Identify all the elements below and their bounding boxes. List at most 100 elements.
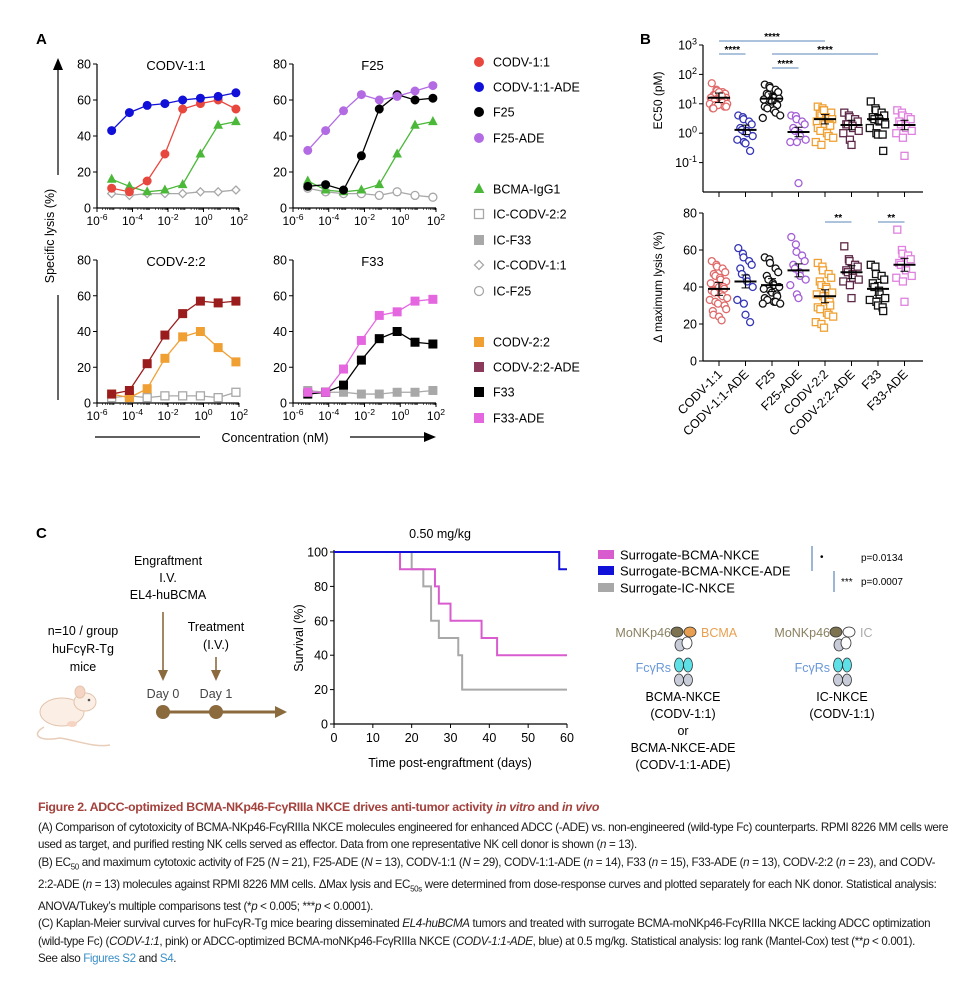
series-bcma-igg1 — [302, 116, 438, 196]
group-codv-2-2-ade — [839, 242, 863, 303]
caption-text: and — [135, 952, 160, 966]
y-tick-label: 20 — [314, 683, 328, 697]
construct-label: IC-NKCE — [816, 690, 867, 704]
data-point — [878, 130, 887, 139]
y-tick-label: 40 — [77, 130, 91, 144]
legend-label: F33-ADE — [493, 412, 544, 426]
legend-item: CODV-2:2 — [474, 336, 550, 350]
x-tick-label: 60 — [560, 731, 574, 745]
subscript: 50 — [70, 862, 80, 872]
data-point — [213, 186, 224, 197]
treatment-route: (I.V.) — [203, 638, 229, 652]
data-point — [195, 93, 205, 103]
group-codv-2-2 — [811, 102, 838, 150]
fc-domain — [674, 673, 684, 687]
panel-a-ylabel: Specific lysis (%) — [43, 58, 63, 400]
data-point — [195, 148, 206, 158]
y-axis-label: Δ maximum lysis (%) — [651, 231, 665, 342]
caption-text: = 13), CODV-2:2 ( — [749, 855, 840, 869]
data-point — [374, 179, 385, 189]
data-point — [787, 232, 796, 242]
data-point — [898, 133, 908, 142]
data-point — [213, 119, 223, 129]
group-f33-ade — [892, 106, 916, 160]
caption-text: < 0.001). — [869, 934, 915, 948]
italic-text: n — [85, 877, 92, 891]
data-point — [792, 137, 802, 147]
data-point — [177, 188, 188, 199]
legend-item: Surrogate-BCMA-NKCE-ADE — [598, 564, 791, 579]
group-codv-1-1 — [705, 79, 732, 113]
group-f25 — [758, 80, 785, 123]
group-f33 — [865, 260, 890, 316]
dose-response-plot-codv-1-1: CODV-1:1 0 20 40 60 80 10-6 10-4 10-2 100 102 — [77, 58, 248, 229]
data-point — [892, 129, 901, 138]
group-codv-1-1-ade — [733, 243, 757, 327]
data-point — [178, 309, 188, 319]
data-point — [865, 295, 874, 305]
data-point — [142, 100, 152, 110]
legend-marker-square — [474, 387, 484, 397]
data-point — [195, 327, 205, 336]
data-point — [717, 316, 726, 325]
data-point — [748, 282, 757, 292]
data-point — [866, 97, 875, 106]
data-point — [776, 111, 785, 120]
x-tick-label: 10-6 — [86, 407, 107, 423]
legend-marker-square — [474, 362, 484, 372]
y-tick-label: 20 — [77, 166, 91, 180]
data-point — [160, 330, 170, 340]
data-point — [321, 126, 331, 136]
significance-label: **** — [764, 32, 780, 43]
data-point — [213, 392, 223, 403]
data-point — [213, 298, 223, 308]
caption-text: Figure 2. ADCC-optimized BCMA-NKp46-FcγR… — [38, 800, 496, 814]
data-point — [907, 126, 916, 136]
x-tick-label: 10-2 — [354, 212, 375, 228]
subscript: 50s — [410, 884, 422, 893]
data-point — [410, 337, 420, 347]
y-tick-label: 102 — [678, 66, 697, 82]
data-point — [410, 387, 420, 397]
data-point — [745, 146, 755, 156]
legend-swatch — [598, 583, 614, 592]
italic-text: EL4-huBCMA — [402, 917, 470, 931]
y-tick-label: 80 — [314, 580, 328, 594]
y-tick-label: 60 — [77, 289, 91, 303]
legend-marker-circle — [474, 82, 484, 92]
legend-item: IC-F25 — [473, 285, 531, 299]
group-f33 — [865, 97, 890, 156]
caption-text: = 13), CODV-1:1 ( — [372, 855, 463, 869]
legend-item: CODV-1:1 — [474, 56, 550, 70]
bcma-nkce-diagram: MoNKp46 BCMA FcγRs BCMA-NKCE (CODV-1:1) or BCM… — [615, 626, 737, 772]
legend-label: Surrogate-BCMA-NKCE — [620, 548, 760, 563]
legend-marker-circle — [474, 57, 484, 67]
data-point — [142, 176, 152, 186]
data-point — [741, 310, 750, 319]
data-point — [847, 140, 856, 150]
italic-text: N — [462, 855, 471, 869]
group-f25 — [758, 253, 785, 308]
fc-domain — [842, 657, 852, 673]
data-point — [847, 293, 856, 303]
significance-mark: • — [820, 552, 824, 563]
legend-item: F25-ADE — [474, 132, 544, 146]
figure-link[interactable]: S4 — [159, 952, 174, 966]
caption-text: (A) Comparison of cytotoxicity of BCMA-N… — [38, 820, 949, 852]
nkp46-domain — [829, 626, 843, 638]
legend-marker-square-open — [473, 208, 485, 220]
legend-label: F25-ADE — [493, 132, 544, 146]
italic-text: p — [863, 934, 870, 948]
data-point — [374, 190, 384, 201]
data-point — [374, 334, 384, 344]
italic-text: in vivo — [562, 800, 600, 814]
caption-title: Figure 2. ADCC-optimized BCMA-NKp46-FcγR… — [38, 799, 952, 817]
data-point — [741, 139, 750, 148]
target-domain — [842, 626, 856, 638]
data-point — [106, 173, 117, 183]
group-f25-ade — [786, 232, 810, 303]
data-point — [231, 387, 241, 397]
data-point — [392, 387, 402, 397]
figure-link[interactable]: Figures S2 — [83, 952, 136, 966]
fc-domain — [683, 657, 693, 673]
